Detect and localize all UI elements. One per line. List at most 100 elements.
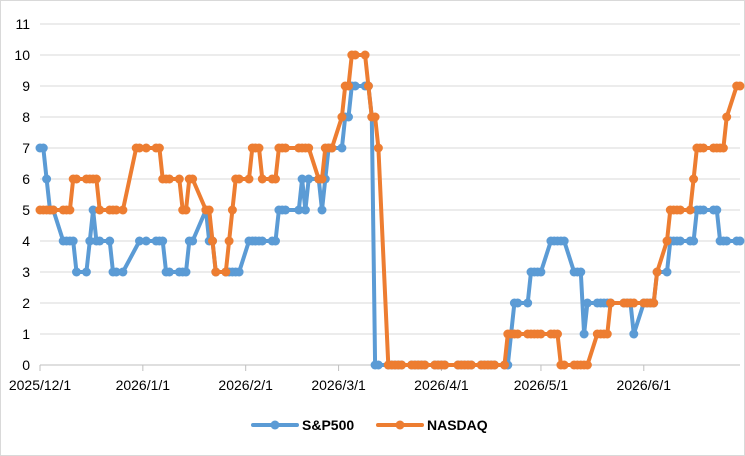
y-tick-label: 2 <box>22 295 30 311</box>
data-point <box>111 205 121 215</box>
data-point <box>373 360 383 370</box>
data-point <box>582 360 592 370</box>
data-point <box>88 205 98 215</box>
data-point <box>281 205 290 215</box>
data-point <box>559 360 569 370</box>
data-point <box>675 205 685 215</box>
data-point <box>629 298 639 308</box>
x-tick-label: 2026/4/1 <box>414 377 469 393</box>
data-point <box>72 174 81 184</box>
data-point <box>81 267 91 277</box>
data-point <box>629 329 639 339</box>
data-point <box>224 236 234 246</box>
data-point <box>257 174 267 184</box>
y-tick-label: 0 <box>22 357 30 373</box>
data-point <box>111 267 121 277</box>
y-tick-label: 5 <box>22 202 30 218</box>
data-point <box>689 174 699 184</box>
data-point <box>300 205 310 215</box>
data-point <box>718 143 728 153</box>
data-point <box>174 174 184 184</box>
data-point <box>72 267 81 277</box>
data-point <box>221 267 231 277</box>
data-point <box>95 205 105 215</box>
data-point <box>722 236 732 246</box>
data-point <box>181 205 191 215</box>
data-point <box>536 267 546 277</box>
data-point <box>420 360 430 370</box>
data-point <box>735 81 745 91</box>
data-point <box>699 143 708 153</box>
data-point <box>85 236 95 246</box>
y-tick-label: 3 <box>22 264 30 280</box>
data-point <box>466 360 476 370</box>
data-point <box>68 236 78 246</box>
y-tick-label: 8 <box>22 109 30 125</box>
y-tick-label: 9 <box>22 78 30 94</box>
data-point <box>576 267 586 277</box>
legend: S&P500 NASDAQ <box>251 417 488 433</box>
axes: 0 1 2 3 4 5 6 7 8 9 10 11 2025/12/1 2026/1/1 2026/2/1 2… <box>9 16 740 393</box>
data-point <box>579 329 589 339</box>
y-tick-label: 6 <box>22 171 30 187</box>
data-point <box>42 174 52 184</box>
data-point <box>244 174 254 184</box>
legend-label: S&P500 <box>302 417 354 433</box>
data-point <box>652 267 662 277</box>
series-line <box>38 84 742 367</box>
data-point <box>95 236 105 246</box>
data-point <box>211 267 221 277</box>
data-point <box>360 50 370 60</box>
data-point <box>373 143 383 153</box>
legend-item: NASDAQ <box>376 417 488 433</box>
x-tick-label: 2026/1/1 <box>116 377 171 393</box>
data-point <box>227 205 237 215</box>
data-point <box>649 298 659 308</box>
x-tick-label: 2026/6/1 <box>617 377 672 393</box>
data-point <box>271 236 280 246</box>
data-point <box>363 81 373 91</box>
data-point <box>294 205 304 215</box>
y-tick-label: 7 <box>22 140 30 156</box>
y-tick-label: 11 <box>15 16 30 32</box>
gridlines <box>40 23 740 335</box>
data-point <box>317 205 327 215</box>
legend-item: S&P500 <box>251 417 354 433</box>
legend-swatch-marker <box>395 420 405 430</box>
data-point <box>370 112 380 122</box>
x-tick-label: 2025/12/1 <box>9 377 71 393</box>
data-point <box>118 205 128 215</box>
data-point <box>254 143 264 153</box>
data-point <box>559 236 569 246</box>
series-group <box>35 81 745 370</box>
data-point <box>523 298 533 308</box>
data-point <box>675 236 685 246</box>
data-point <box>606 298 616 308</box>
y-tick-label: 10 <box>14 47 30 63</box>
data-point <box>317 174 327 184</box>
data-point <box>105 236 115 246</box>
data-point <box>500 360 509 370</box>
data-point <box>181 267 191 277</box>
data-point <box>722 112 732 122</box>
data-point <box>234 267 244 277</box>
data-point <box>188 174 198 184</box>
y-tick-label: 1 <box>22 326 30 342</box>
data-point <box>158 236 168 246</box>
data-point <box>350 81 360 91</box>
data-point <box>344 112 353 122</box>
series <box>35 50 745 370</box>
data-point <box>304 143 314 153</box>
data-point <box>164 267 174 277</box>
data-point <box>208 236 217 246</box>
data-point <box>689 236 699 246</box>
data-point <box>188 236 198 246</box>
data-point <box>154 143 164 153</box>
legend-swatch-marker <box>270 420 280 430</box>
data-point <box>281 143 290 153</box>
data-point <box>699 205 708 215</box>
data-point <box>536 329 546 339</box>
data-point <box>135 143 144 153</box>
data-point <box>297 174 307 184</box>
